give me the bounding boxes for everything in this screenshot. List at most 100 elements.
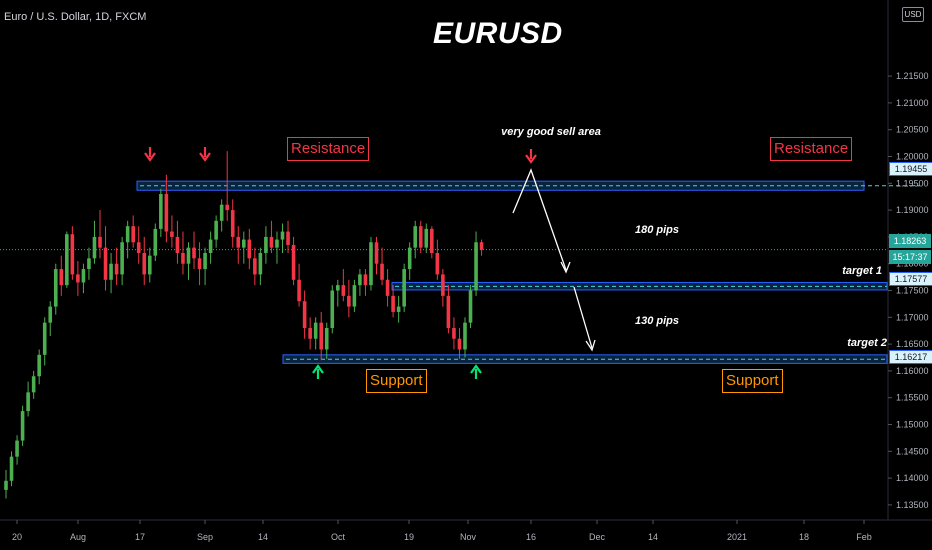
candle-body — [125, 226, 130, 243]
candle — [214, 215, 218, 248]
candle-body — [120, 242, 124, 275]
x-tick-label: 17 — [135, 532, 145, 542]
resistance-label-right: Resistance — [770, 137, 853, 161]
pips-2-label: 130 pips — [635, 315, 679, 327]
candle — [98, 210, 102, 259]
candle-body — [347, 295, 351, 307]
candle — [424, 223, 429, 253]
candle — [413, 220, 418, 259]
x-tick-label: 2021 — [727, 532, 747, 542]
candle — [175, 220, 180, 264]
candle — [181, 231, 185, 275]
candle — [225, 151, 229, 221]
candle-body — [413, 226, 418, 248]
candle-body — [230, 210, 235, 237]
candle-body — [297, 279, 301, 302]
candle-body — [313, 322, 318, 339]
candle-body — [463, 322, 467, 350]
candle-body — [241, 239, 246, 248]
candle-body — [264, 236, 268, 253]
candle-body — [65, 234, 69, 286]
candle-body — [26, 392, 30, 412]
candle-body — [258, 252, 263, 275]
candle-body — [103, 247, 108, 280]
chart-title: EURUSD — [433, 17, 563, 50]
y-tick-label: 1.16000 — [896, 366, 929, 376]
candle-body — [275, 239, 279, 248]
candle — [42, 317, 47, 366]
projection-arrowhead-1 — [560, 261, 571, 274]
price-tag-current: 1.18263 — [889, 234, 931, 248]
candle-body — [402, 269, 406, 307]
candle-body — [20, 411, 25, 441]
candle-body — [341, 285, 346, 296]
candle — [164, 174, 169, 243]
candle — [336, 279, 340, 307]
candle — [286, 220, 290, 253]
candle-body — [418, 226, 423, 248]
candle — [9, 451, 14, 487]
candle — [358, 269, 362, 296]
candle — [92, 220, 97, 264]
candle — [192, 231, 196, 270]
price-tag-support: 1.16217 — [889, 350, 932, 364]
currency-button[interactable]: USD — [902, 7, 924, 22]
candle-body — [236, 236, 241, 248]
candle — [352, 279, 357, 312]
candle — [26, 381, 30, 417]
candle — [208, 231, 213, 264]
candle-body — [324, 328, 329, 350]
projection-arrowhead-2 — [585, 339, 596, 352]
pips-1-label: 180 pips — [635, 224, 679, 236]
candle — [247, 228, 252, 270]
candle-body — [153, 228, 158, 256]
candle-body — [358, 274, 362, 286]
y-tick-label: 1.14500 — [896, 446, 929, 456]
x-tick-label: Dec — [589, 532, 606, 542]
top-arrow-2 — [199, 147, 211, 162]
candle — [479, 239, 484, 256]
candle — [203, 247, 207, 286]
annotations: very good sell area 180 pips 130 pips targe… — [144, 126, 887, 379]
candle-body — [87, 258, 91, 270]
candle-body — [336, 285, 340, 291]
candle-body — [424, 228, 429, 248]
candle-body — [159, 194, 163, 229]
candle — [120, 236, 124, 286]
y-tick-label: 1.15500 — [896, 393, 929, 403]
candle-body — [319, 322, 324, 350]
top-arrow-2-head — [199, 152, 211, 162]
symbol-legend: Euro / U.S. Dollar, 1D, FXCM — [4, 11, 147, 23]
candle — [275, 231, 279, 264]
candle — [59, 255, 64, 296]
candle-body — [214, 220, 218, 240]
candle — [48, 301, 53, 337]
sell-area-label: very good sell area — [501, 126, 601, 138]
candle-body — [37, 354, 41, 377]
candle-body — [352, 285, 357, 307]
sell-area-arrow — [525, 149, 537, 164]
candle-body — [9, 456, 14, 481]
candle — [264, 226, 268, 264]
candle — [65, 231, 69, 288]
candle-body — [457, 338, 462, 350]
candle — [369, 236, 373, 291]
candle — [253, 247, 257, 286]
candle — [15, 435, 19, 465]
candle — [153, 223, 158, 262]
candle — [468, 285, 473, 329]
y-tick-label: 1.17000 — [896, 312, 929, 322]
candle-body — [147, 255, 152, 275]
candle-body — [291, 244, 296, 280]
candle — [324, 322, 329, 360]
bottom-arrow-2 — [470, 364, 482, 379]
y-tick-label: 1.21500 — [896, 71, 929, 81]
candle-body — [435, 252, 440, 275]
candle-body — [59, 269, 64, 286]
sell-area-arrow-head — [525, 154, 537, 164]
candle — [391, 285, 395, 318]
target-2-label: target 2 — [847, 337, 887, 349]
candle-body — [48, 306, 53, 323]
